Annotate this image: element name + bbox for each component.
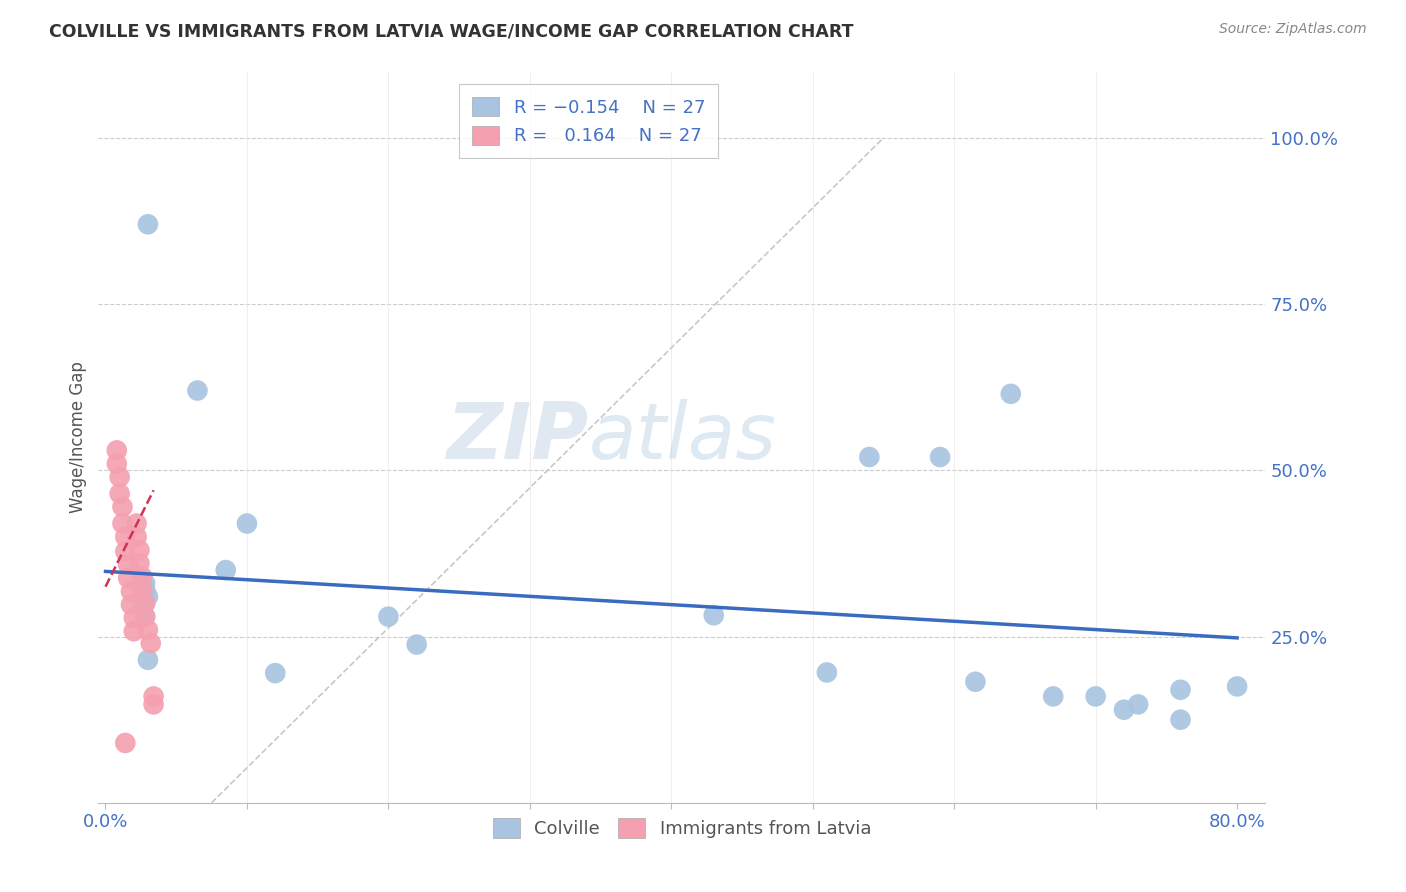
- Point: [1170, 713, 1192, 727]
- Point: [117, 571, 139, 585]
- Y-axis label: Wage/Income Gap: Wage/Income Gap: [69, 361, 87, 513]
- Point: [134, 576, 156, 591]
- Point: [858, 450, 880, 464]
- Text: ZIP: ZIP: [446, 399, 589, 475]
- Point: [134, 609, 156, 624]
- Point: [405, 638, 427, 652]
- Point: [965, 674, 987, 689]
- Point: [114, 544, 136, 558]
- Point: [1042, 690, 1064, 704]
- Point: [105, 457, 128, 471]
- Point: [120, 598, 142, 612]
- Point: [134, 582, 156, 597]
- Point: [117, 558, 139, 572]
- Point: [134, 596, 156, 610]
- Point: [120, 584, 142, 599]
- Point: [136, 653, 159, 667]
- Point: [1170, 682, 1192, 697]
- Point: [186, 384, 208, 398]
- Point: [134, 596, 156, 610]
- Text: atlas: atlas: [589, 399, 776, 475]
- Point: [105, 443, 128, 458]
- Point: [128, 557, 150, 571]
- Point: [111, 516, 134, 531]
- Point: [114, 736, 136, 750]
- Point: [1226, 680, 1249, 694]
- Point: [1112, 703, 1135, 717]
- Point: [139, 636, 162, 650]
- Point: [377, 609, 399, 624]
- Point: [125, 516, 148, 531]
- Point: [108, 470, 131, 484]
- Point: [703, 608, 725, 623]
- Point: [136, 217, 159, 231]
- Point: [136, 590, 159, 604]
- Point: [264, 666, 287, 681]
- Point: [122, 611, 145, 625]
- Text: COLVILLE VS IMMIGRANTS FROM LATVIA WAGE/INCOME GAP CORRELATION CHART: COLVILLE VS IMMIGRANTS FROM LATVIA WAGE/…: [49, 22, 853, 40]
- Point: [134, 609, 156, 624]
- Point: [1126, 698, 1149, 712]
- Point: [131, 582, 153, 597]
- Point: [1084, 690, 1107, 704]
- Point: [114, 530, 136, 544]
- Point: [142, 690, 165, 704]
- Text: Source: ZipAtlas.com: Source: ZipAtlas.com: [1219, 22, 1367, 37]
- Point: [131, 570, 153, 584]
- Point: [108, 486, 131, 500]
- Point: [215, 563, 238, 577]
- Point: [131, 599, 153, 614]
- Point: [128, 543, 150, 558]
- Point: [125, 530, 148, 544]
- Point: [815, 665, 838, 680]
- Legend: Colville, Immigrants from Latvia: Colville, Immigrants from Latvia: [485, 811, 879, 845]
- Point: [929, 450, 952, 464]
- Point: [111, 500, 134, 514]
- Point: [142, 698, 165, 712]
- Point: [1000, 387, 1022, 401]
- Point: [236, 516, 259, 531]
- Point: [122, 624, 145, 639]
- Point: [136, 623, 159, 637]
